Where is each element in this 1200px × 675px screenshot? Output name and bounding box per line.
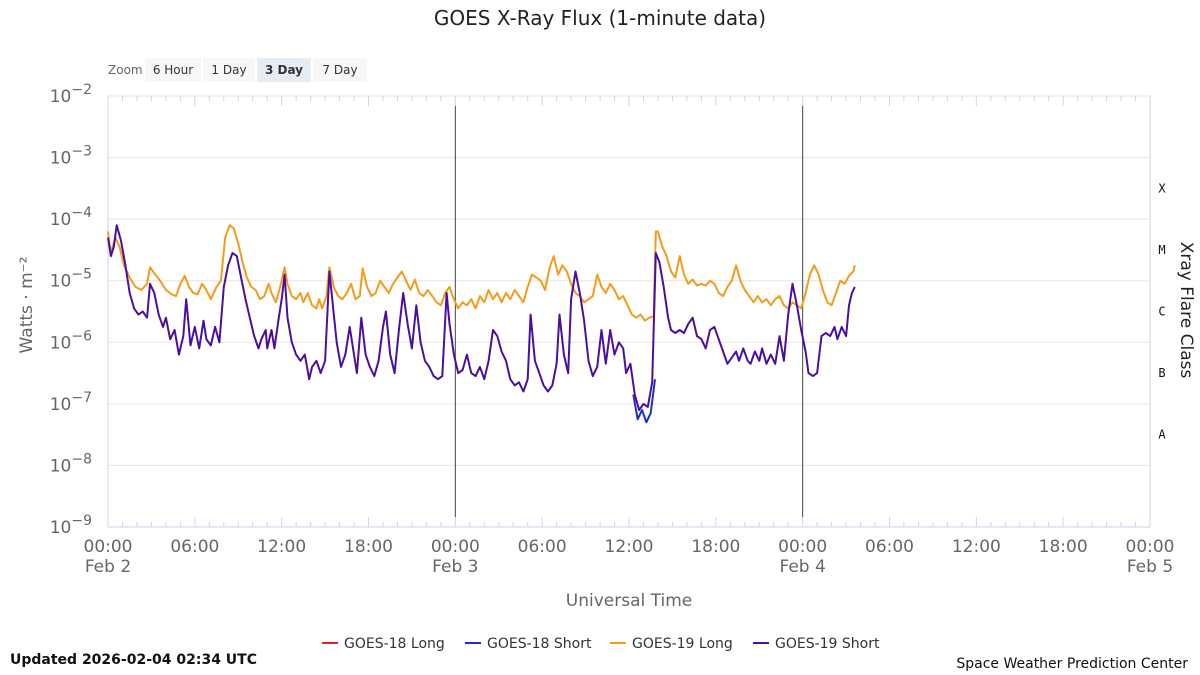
legend-label: GOES-18 Short bbox=[487, 636, 592, 652]
legend-item-goes-19-long[interactable]: GOES-19 Long bbox=[610, 636, 733, 652]
zoom-button-bg bbox=[313, 58, 367, 82]
series-goes-18-short bbox=[632, 379, 656, 424]
y-axis-ticks: 10−2 10−3 10−4 10−5 10−6 10−7 10−8 10−9 bbox=[50, 82, 92, 538]
y-tick-label: 10−9 bbox=[50, 513, 92, 538]
right-axis-title: Xray Flare Class bbox=[1176, 242, 1196, 379]
zoom-button-bg bbox=[145, 58, 201, 82]
zoom-button-3-day[interactable]: 3 Day bbox=[257, 58, 311, 82]
y-tick-label: 10−4 bbox=[50, 205, 92, 230]
y-tick-label: 10−5 bbox=[50, 267, 92, 292]
x-tick-time: 18:00 bbox=[691, 537, 740, 557]
zoom-controls: Zoom 6 Hour 1 Day 3 Day 7 Day bbox=[108, 58, 367, 82]
y-tick-label: 10−6 bbox=[50, 328, 92, 353]
x-tick-time: 12:00 bbox=[952, 537, 1001, 557]
x-tick-time: 06:00 bbox=[170, 537, 219, 557]
zoom-button-7-day[interactable]: 7 Day bbox=[313, 58, 367, 82]
zoom-button-label: 3 Day bbox=[265, 63, 303, 77]
y-tick-label: 10−8 bbox=[50, 451, 92, 476]
zoom-label: Zoom bbox=[108, 63, 143, 77]
x-axis-title: Universal Time bbox=[566, 591, 692, 611]
x-tick-time: 18:00 bbox=[1039, 537, 1088, 557]
legend-item-goes-18-short[interactable]: GOES-18 Short bbox=[465, 636, 592, 652]
zoom-button-1-day[interactable]: 1 Day bbox=[203, 58, 255, 82]
x-tick-date: Feb 4 bbox=[780, 557, 826, 577]
flare-class-C: C bbox=[1158, 305, 1165, 319]
flare-class-X: X bbox=[1158, 181, 1166, 195]
flare-class-B: B bbox=[1158, 366, 1165, 380]
series-goes-19-short bbox=[107, 224, 856, 411]
flare-class-A: A bbox=[1158, 428, 1166, 442]
legend-item-goes-18-long[interactable]: GOES-18 Long bbox=[322, 636, 445, 652]
legend-item-goes-19-short[interactable]: GOES-19 Short bbox=[753, 636, 880, 652]
legend: GOES-18 Long GOES-18 Short GOES-19 Long GOE… bbox=[322, 636, 880, 652]
zoom-button-label: 1 Day bbox=[211, 63, 246, 77]
x-tick-time: 18:00 bbox=[344, 537, 393, 557]
x-tick-time: 12:00 bbox=[605, 537, 654, 557]
legend-label: GOES-19 Short bbox=[775, 636, 880, 652]
x-tick-date: Feb 2 bbox=[85, 557, 131, 577]
x-tick-time: 12:00 bbox=[257, 537, 306, 557]
x-tick-date: Feb 3 bbox=[432, 557, 478, 577]
y-tick-label: 10−2 bbox=[50, 82, 92, 107]
zoom-button-label: 6 Hour bbox=[153, 63, 193, 77]
flare-class-M: M bbox=[1158, 243, 1165, 257]
zoom-button-bg bbox=[257, 58, 311, 82]
y-tick-label: 10−3 bbox=[50, 144, 92, 169]
updated-timestamp: Updated 2026-02-04 02:34 UTC bbox=[10, 652, 257, 668]
x-tick-time: 06:00 bbox=[518, 537, 567, 557]
series-goes-19-long bbox=[107, 224, 856, 322]
legend-label: GOES-18 Long bbox=[344, 636, 445, 652]
x-tick-time: 00:00 bbox=[1126, 537, 1175, 557]
zoom-button-label: 7 Day bbox=[322, 63, 357, 77]
x-tick-date: Feb 5 bbox=[1127, 557, 1173, 577]
series-lines bbox=[107, 224, 856, 424]
axes bbox=[107, 96, 1151, 528]
y-axis-title: Watts · m⁻² bbox=[17, 257, 37, 354]
flare-class-labels: X M C B A bbox=[1158, 181, 1166, 441]
x-tick-time: 00:00 bbox=[431, 537, 480, 557]
grid-lines bbox=[108, 95, 1150, 528]
x-tick-time: 06:00 bbox=[865, 537, 914, 557]
legend-label: GOES-19 Long bbox=[632, 636, 733, 652]
chart-title: GOES X-Ray Flux (1-minute data) bbox=[434, 6, 766, 30]
zoom-button-bg bbox=[203, 58, 255, 82]
x-tick-time: 00:00 bbox=[84, 537, 133, 557]
credit-text: Space Weather Prediction Center bbox=[956, 656, 1188, 672]
x-tick-time: 00:00 bbox=[778, 537, 827, 557]
zoom-button-6-hour[interactable]: 6 Hour bbox=[145, 58, 201, 82]
y-tick-label: 10−7 bbox=[50, 390, 92, 415]
day-boundary-lines bbox=[454, 106, 804, 517]
